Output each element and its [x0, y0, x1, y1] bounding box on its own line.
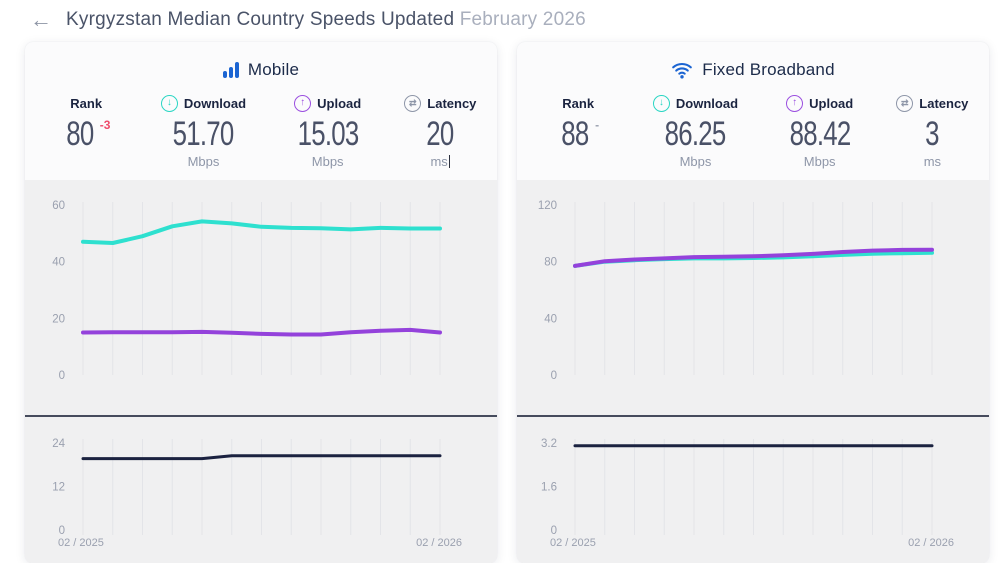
download-label: Download: [675, 95, 739, 111]
upload-label: Upload: [809, 95, 854, 111]
chart-divider: [25, 415, 497, 417]
upload-unit: Mbps: [803, 153, 836, 169]
mobile-chart-area: 60 40 20 0 24 12 0 02 / 2025 02 / 2026: [25, 180, 497, 563]
svg-text:0: 0: [59, 370, 65, 382]
rank-value: 88: [561, 115, 590, 153]
mobile-card-header: Mobile: [25, 42, 497, 88]
svg-text:40: 40: [544, 313, 557, 325]
fixed-stat-rank: Rank 88 -: [523, 92, 633, 180]
rank-change-badge: -3: [99, 118, 111, 132]
x-axis-start-label: 02 / 2025: [550, 537, 596, 549]
text-cursor: [448, 154, 451, 168]
mobile-signal-bars-icon: [222, 62, 239, 78]
upload-label: Upload: [317, 95, 362, 111]
svg-text:80: 80: [544, 257, 557, 269]
latency-unit: ms: [430, 152, 451, 170]
latency-value: 3: [925, 115, 940, 153]
page-header: ← Kyrgyzstan Median Country Speeds Updat…: [0, 0, 1000, 34]
mobile-latency-chart[interactable]: 24 12 0: [25, 417, 497, 535]
fixed-x-axis-labels: 02 / 2025 02 / 2026: [517, 535, 989, 549]
download-icon: ↓: [160, 94, 178, 112]
page-title-text: Kyrgyzstan Median Country Speeds Updated: [66, 9, 455, 30]
fixed-latency-chart[interactable]: 3.2 1.6 0: [517, 417, 989, 535]
latency-icon: ⇄: [896, 94, 914, 112]
svg-text:0: 0: [551, 370, 557, 382]
upload-value: 88.42: [789, 115, 851, 153]
svg-text:120: 120: [538, 200, 557, 212]
svg-text:3.2: 3.2: [541, 438, 557, 450]
latency-label: Latency: [427, 95, 477, 111]
upload-value: 15.03: [297, 115, 359, 153]
fixed-stat-download: ↓ Download 86.25 Mbps: [633, 92, 757, 180]
page-title: Kyrgyzstan Median Country Speeds Updated…: [66, 9, 586, 31]
svg-text:1.6: 1.6: [541, 482, 557, 494]
x-axis-end-label: 02 / 2026: [908, 537, 954, 549]
x-axis-start-label: 02 / 2025: [58, 537, 104, 549]
latency-label: Latency: [919, 95, 969, 111]
cards-container: Mobile Rank 80 -3 ↓ Download: [0, 34, 1000, 563]
x-axis-end-label: 02 / 2026: [416, 537, 462, 549]
download-label: Download: [183, 95, 247, 111]
svg-text:24: 24: [52, 438, 65, 450]
back-arrow-icon[interactable]: ←: [30, 7, 52, 32]
download-value: 51.70: [173, 115, 235, 153]
mobile-stat-download: ↓ Download 51.70 Mbps: [141, 92, 265, 180]
upload-unit: Mbps: [311, 153, 344, 169]
wifi-icon: [671, 61, 693, 79]
mobile-card-title: Mobile: [247, 60, 300, 79]
fixed-card-title: Fixed Broadband: [702, 60, 835, 79]
download-unit: Mbps: [187, 153, 220, 169]
mobile-stats-row: Rank 80 -3 ↓ Download 51.70 Mbps: [25, 88, 497, 180]
latency-icon: ⇄: [404, 94, 422, 112]
mobile-stat-latency: ⇄ Latency 20 ms: [390, 92, 491, 180]
upload-icon: ↑: [786, 94, 804, 112]
rank-change-badge: -: [595, 118, 600, 132]
upload-icon: ↑: [294, 94, 312, 112]
chart-divider: [517, 415, 989, 417]
download-unit: Mbps: [679, 153, 712, 169]
svg-text:40: 40: [52, 257, 65, 269]
fixed-stat-latency: ⇄ Latency 3 ms: [882, 92, 983, 180]
download-icon: ↓: [652, 94, 670, 112]
rank-value: 80: [66, 115, 94, 153]
mobile-card: Mobile Rank 80 -3 ↓ Download: [25, 42, 497, 563]
mobile-stat-rank: Rank 80 -3: [31, 92, 141, 180]
fixed-speed-chart[interactable]: 120 80 40 0: [517, 180, 989, 415]
mobile-speed-chart[interactable]: 60 40 20 0: [25, 180, 497, 415]
svg-text:0: 0: [551, 525, 557, 535]
fixed-chart-area: 120 80 40 0 3.2 1.6 0 02 / 2025 02 / 2026: [517, 180, 989, 563]
mobile-stat-upload: ↑ Upload 15.03 Mbps: [266, 92, 390, 180]
rank-label: Rank: [70, 95, 103, 111]
page-title-date: February 2026: [459, 9, 586, 30]
fixed-stat-upload: ↑ Upload 88.42 Mbps: [758, 92, 882, 180]
download-value: 86.25: [665, 115, 727, 153]
rank-label: Rank: [562, 95, 595, 111]
svg-text:60: 60: [52, 200, 65, 212]
svg-text:20: 20: [52, 313, 65, 325]
fixed-card-header: Fixed Broadband: [517, 42, 989, 88]
latency-unit: ms: [923, 153, 942, 169]
latency-value: 20: [426, 115, 455, 153]
fixed-stats-row: Rank 88 - ↓ Download 86.25 Mbps: [517, 88, 989, 180]
svg-text:12: 12: [52, 482, 65, 494]
svg-text:0: 0: [59, 525, 65, 535]
mobile-x-axis-labels: 02 / 2025 02 / 2026: [25, 535, 497, 549]
fixed-broadband-card: Fixed Broadband Rank 88 - ↓ Down: [517, 42, 989, 563]
